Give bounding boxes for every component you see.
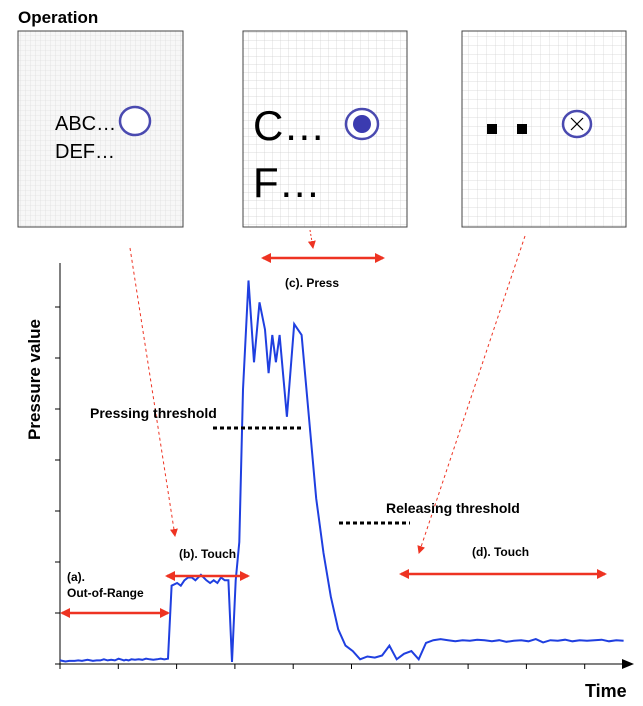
y-axis-ticks [55, 306, 60, 665]
out-of-range-label-line1: (a). [67, 570, 85, 584]
y-axis-label: Pressure value [25, 319, 44, 440]
x-axis-label: Time [585, 681, 627, 701]
panel-press: C… F… [242, 30, 408, 228]
panel-2-text-line1: C… [253, 102, 325, 149]
connector-arrow-2 [307, 229, 316, 249]
panel-release [461, 30, 627, 228]
connector-arrow-1 [129, 247, 178, 537]
press-phase-label: (c). Press [285, 276, 339, 290]
hover-cursor-icon [118, 105, 152, 137]
dot-left-icon [487, 124, 497, 134]
releasing-threshold-label: Releasing threshold [386, 500, 520, 516]
cancel-cursor-icon [561, 109, 593, 139]
panel-1-text-line2: DEF… [55, 141, 115, 163]
x-axis-ticks [59, 664, 586, 669]
dot-right-icon [517, 124, 527, 134]
panel-1-text-line1: ABC… [55, 113, 116, 135]
touch-d-phase-label: (d). Touch [472, 545, 529, 559]
pressure-signal-line [59, 280, 624, 663]
panel-2-frame [242, 30, 408, 228]
panel-2-text-line2: F… [253, 159, 321, 206]
connector-arrow-3 [417, 235, 526, 554]
pressed-cursor-icon [344, 107, 380, 141]
panel-3-frame [461, 30, 627, 228]
touch-b-phase-label: (b). Touch [179, 547, 236, 561]
out-of-range-label-line2: Out-of-Range [67, 586, 144, 600]
panel-out-of-range: ABC… DEF… [17, 30, 184, 228]
pressing-threshold-label: Pressing threshold [90, 405, 217, 421]
panel-1-frame [17, 30, 184, 228]
operation-title: Operation [18, 8, 98, 27]
